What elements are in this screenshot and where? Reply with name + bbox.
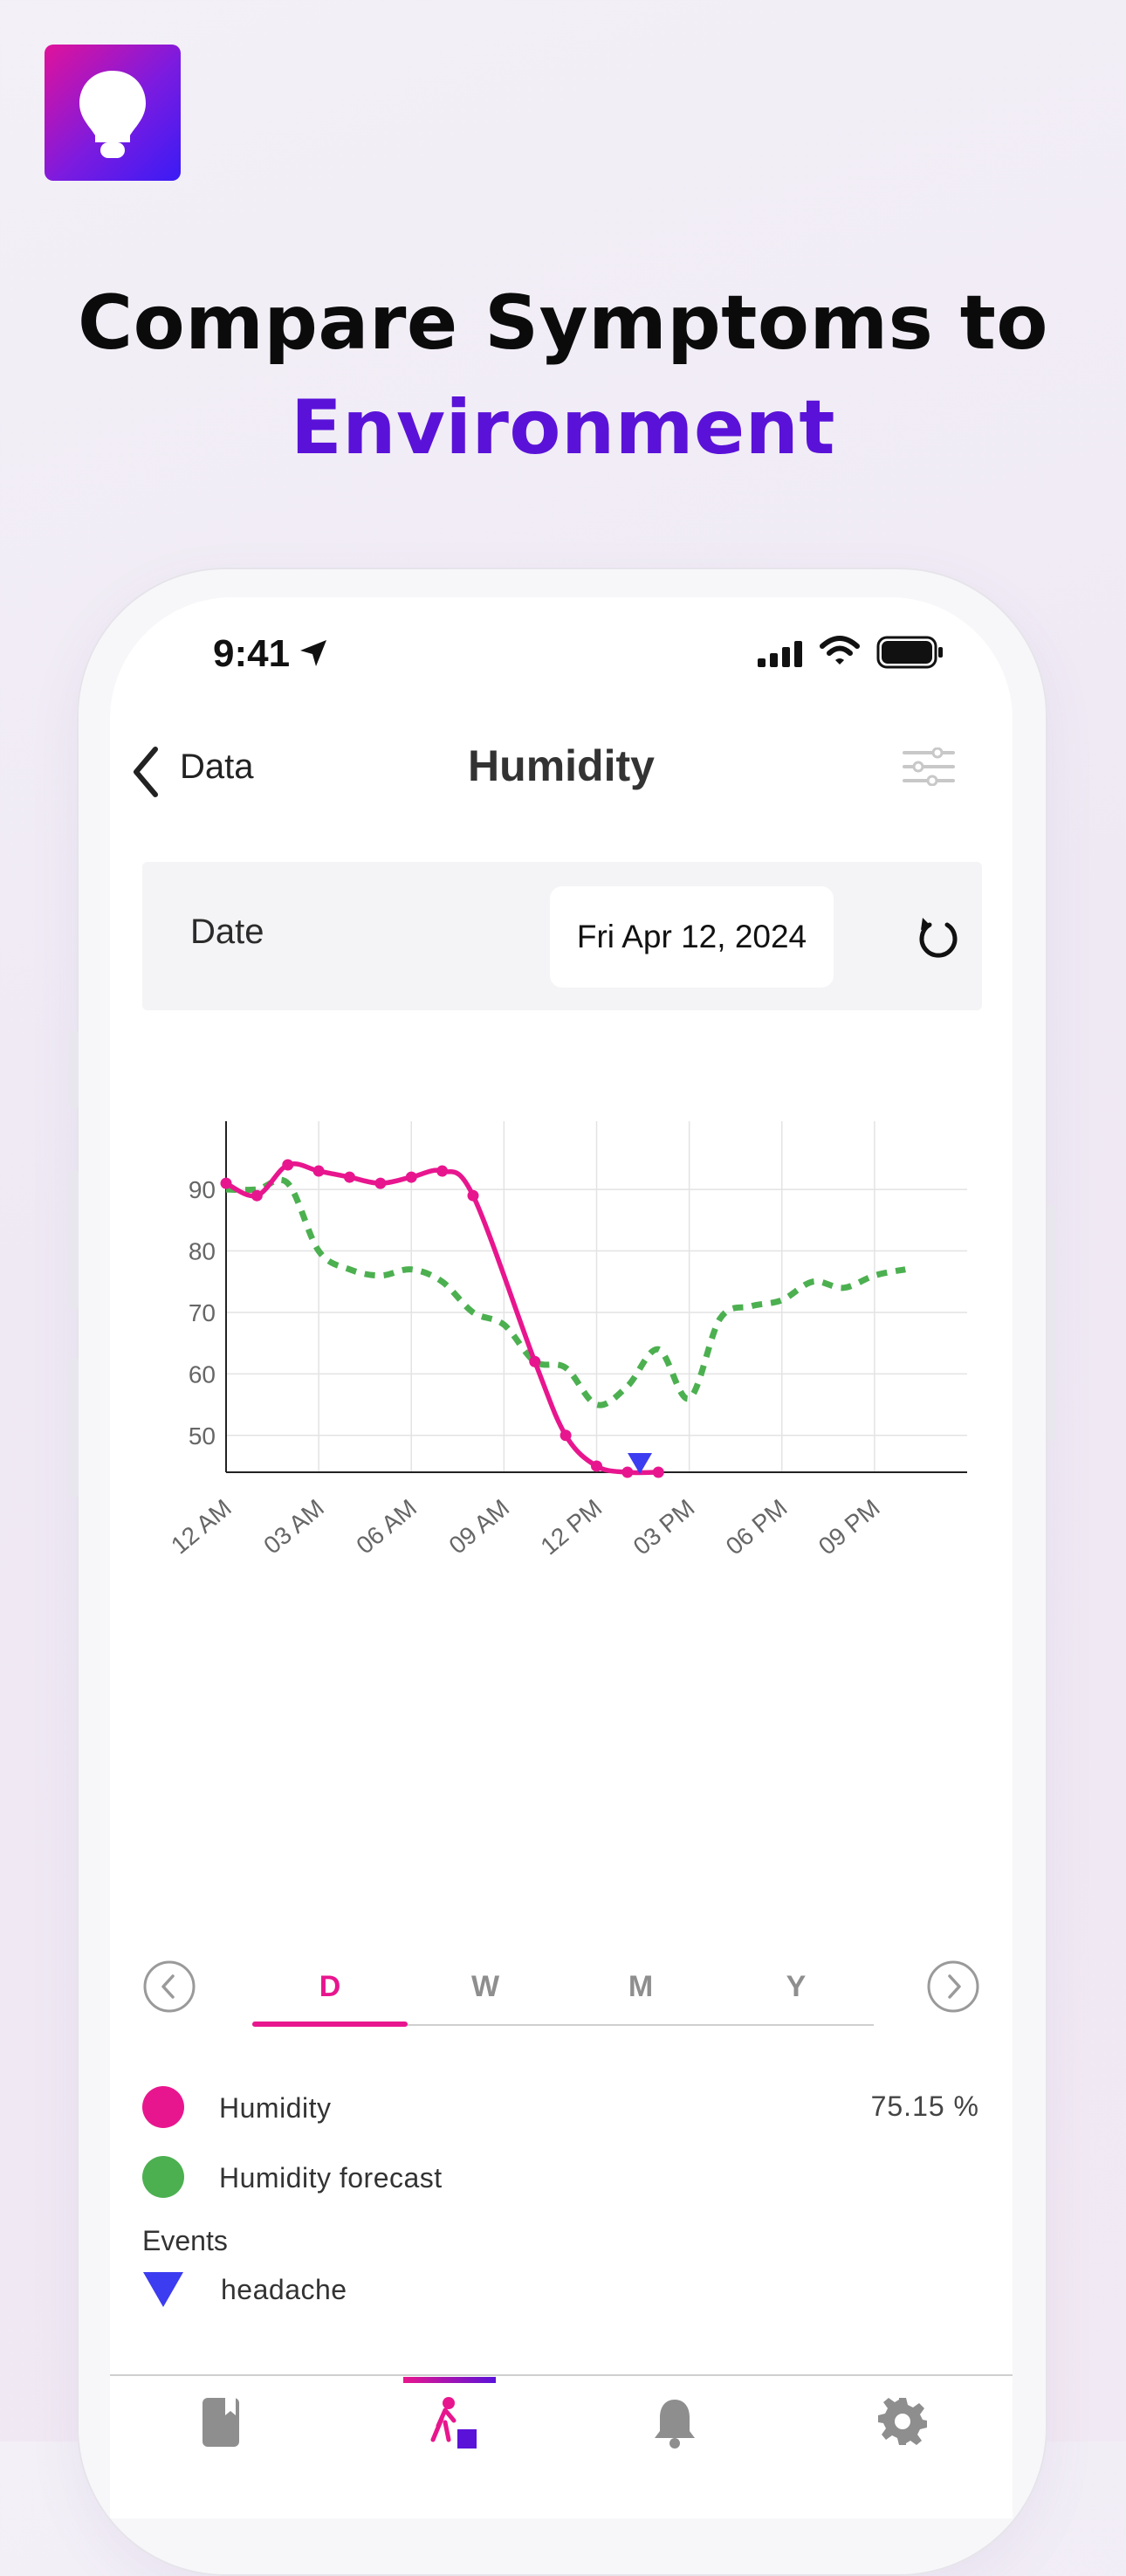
y-tick-label: 70 <box>189 1299 216 1326</box>
previous-period-icon[interactable] <box>142 1960 196 2014</box>
y-tick-label: 60 <box>189 1360 216 1388</box>
page-title: Humidity <box>468 741 655 790</box>
next-period-icon[interactable] <box>926 1960 980 2014</box>
range-tab-active-indicator <box>252 2022 408 2027</box>
legend-humidity-label: Humidity <box>219 2092 332 2124</box>
humidity-series-line <box>223 1161 661 1476</box>
phone-power-button <box>1047 1205 1056 1441</box>
range-tab-month[interactable]: M <box>628 1970 654 2003</box>
legend-forecast-swatch <box>142 2156 184 2198</box>
y-tick-label: 50 <box>189 1422 216 1450</box>
legend-humidity-value: 75.15 % <box>870 2090 979 2122</box>
phone-side-button <box>70 1030 79 1109</box>
x-tick-label: 09 AM <box>443 1494 514 1560</box>
filter-settings-icon[interactable] <box>903 747 955 786</box>
y-tick-label: 90 <box>189 1176 216 1203</box>
x-tick-label: 03 PM <box>628 1494 700 1560</box>
x-tick-label: 12 AM <box>166 1494 237 1560</box>
humidity-data-point <box>529 1355 541 1367</box>
headline-line-1: Compare Symptoms to <box>78 279 1048 367</box>
date-picker-button[interactable]: Fri Apr 12, 2024 <box>550 886 834 988</box>
forecast-series-line <box>225 1176 906 1409</box>
humidity-data-point <box>282 1159 294 1171</box>
range-tabs-track <box>252 2024 874 2026</box>
event-marker-headache <box>628 1453 653 1474</box>
x-tick-label: 09 PM <box>814 1494 885 1560</box>
humidity-data-point <box>591 1460 602 1472</box>
wifi-icon <box>820 636 860 665</box>
cellular-signal-icon <box>758 641 802 667</box>
event-triangle-icon <box>143 2272 183 2307</box>
humidity-data-point <box>405 1171 417 1183</box>
x-tick-label: 03 AM <box>258 1494 329 1560</box>
humidity-data-point <box>312 1165 325 1177</box>
back-button-label[interactable]: Data <box>180 747 254 786</box>
legend-humidity-swatch <box>142 2086 184 2128</box>
x-tick-label: 06 PM <box>721 1494 793 1560</box>
lightbulb-icon <box>79 71 146 158</box>
activity-tab-icon[interactable] <box>429 2396 478 2449</box>
phone-volume-up <box>70 1170 79 1310</box>
headline-line-2: Environment <box>290 384 835 472</box>
event-headache-label: headache <box>221 2274 347 2305</box>
y-tick-label: 80 <box>189 1238 216 1265</box>
tab-bar-active-indicator <box>403 2377 496 2383</box>
battery-icon <box>876 636 943 669</box>
humidity-data-point <box>621 1466 634 1478</box>
humidity-data-point <box>374 1177 387 1189</box>
x-tick-label: 06 AM <box>351 1494 422 1560</box>
back-chevron-icon[interactable] <box>126 744 169 800</box>
date-label: Date <box>190 913 264 951</box>
date-selector: Date Fri Apr 12, 2024 <box>142 862 982 1010</box>
range-tab-week[interactable]: W <box>470 1970 500 2003</box>
app-logo <box>45 45 181 181</box>
settings-gear-icon[interactable] <box>878 2396 927 2445</box>
notifications-bell-icon[interactable] <box>653 2396 697 2449</box>
phone-volume-down <box>70 1358 79 1498</box>
status-time: 9:41 <box>213 632 291 675</box>
location-arrow-icon <box>300 640 326 666</box>
humidity-data-point <box>560 1429 572 1442</box>
humidity-chart: 90 80 70 60 50 12 AM 03 AM 06 AM 09 AM 12 PM 03 PM… <box>166 1121 967 1560</box>
humidity-data-point <box>220 1177 232 1189</box>
humidity-data-point <box>652 1466 664 1478</box>
range-tab-day[interactable]: D <box>319 1970 341 2003</box>
journal-tab-icon[interactable] <box>201 2396 241 2449</box>
events-title: Events <box>142 2225 228 2256</box>
tab-bar-divider <box>110 2374 1013 2376</box>
refresh-icon[interactable] <box>917 914 959 958</box>
legend-forecast-label: Humidity forecast <box>219 2162 443 2194</box>
x-tick-label: 12 PM <box>535 1494 607 1560</box>
phone-screen: 9:41 Data Humidity Date Fri Apr 12, 2024 <box>110 597 1013 2518</box>
range-tab-year[interactable]: Y <box>786 1970 807 2003</box>
humidity-data-point <box>467 1189 479 1202</box>
humidity-data-point <box>344 1171 355 1183</box>
humidity-data-point <box>251 1189 263 1202</box>
humidity-data-point <box>436 1165 449 1177</box>
